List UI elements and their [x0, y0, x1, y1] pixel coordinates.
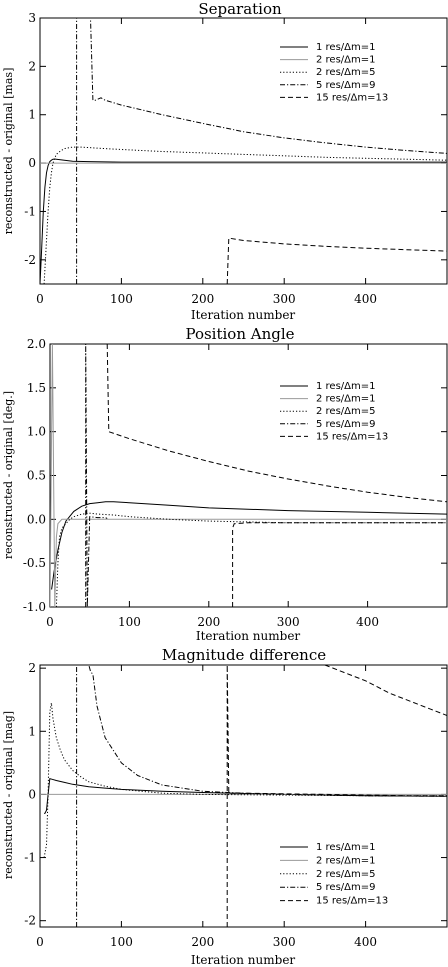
y-tick-label: 2	[28, 59, 36, 73]
x-tick-label: 200	[191, 935, 214, 949]
x-tick-label: 400	[354, 292, 377, 306]
legend-label: 15 res/Δm=13	[316, 896, 388, 907]
x-tick-label: 200	[197, 615, 220, 629]
plot-frame	[39, 17, 448, 285]
y-tick-label: 3	[28, 11, 36, 25]
y-tick-label: 2.0	[27, 337, 46, 351]
plot-frame	[49, 343, 448, 608]
x-tick-label: 100	[110, 935, 133, 949]
y-tick-label: 0	[28, 156, 36, 170]
y-tick-label: -0.5	[23, 556, 46, 570]
series-line	[226, 665, 447, 927]
y-tick-label: 1.0	[27, 425, 46, 439]
x-tick-label: 300	[277, 615, 300, 629]
legend-label: 1 res/Δm=1	[316, 42, 376, 53]
y-tick-label: 2	[28, 661, 36, 675]
x-tick-label: 0	[36, 935, 44, 949]
panel-magnitude-difference: Magnitude difference reconstructed - ori…	[2, 646, 448, 967]
series-line	[232, 522, 447, 607]
series-line	[43, 702, 447, 858]
y-tick-label: 1	[28, 108, 36, 122]
x-axis-label: Iteration number	[191, 308, 296, 322]
panel-position-angle: Position Angle reconstructed - original …	[2, 325, 448, 643]
series-line	[44, 777, 447, 814]
x-tick-label: 300	[273, 292, 296, 306]
legend-label: 15 res/Δm=13	[316, 431, 388, 442]
series-line	[43, 146, 447, 284]
panel-separation: Separation reconstructed - original [mas…	[2, 0, 448, 322]
y-tick-label: 0	[28, 787, 36, 801]
legend-label: 2 res/Δm=1	[316, 394, 376, 405]
series-line	[76, 18, 447, 284]
x-tick-label: 300	[273, 935, 296, 949]
legend-label: 2 res/Δm=5	[316, 67, 376, 78]
y-tick-label: -2	[24, 253, 36, 267]
x-tick-label: 200	[191, 292, 214, 306]
y-axis-label: reconstructed - original [mas]	[2, 68, 15, 235]
series-line	[76, 665, 447, 927]
series-line	[55, 512, 447, 607]
y-tick-label: 1.5	[27, 381, 46, 395]
x-axis-label: Iteration number	[196, 629, 301, 643]
legend-label: 2 res/Δm=1	[316, 855, 376, 866]
series-line	[106, 344, 447, 503]
series-line	[50, 344, 447, 607]
legend-label: 5 res/Δm=9	[316, 419, 376, 430]
y-tick-label: -1	[24, 851, 36, 865]
series-line	[85, 344, 108, 607]
y-tick-label: 0.5	[27, 469, 46, 483]
legend-label: 2 res/Δm=1	[316, 55, 376, 66]
y-tick-label: 1	[28, 724, 36, 738]
x-axis-label: Iteration number	[191, 953, 296, 967]
legend-label: 2 res/Δm=5	[316, 406, 376, 417]
x-tick-label: 400	[356, 615, 379, 629]
x-tick-label: 100	[118, 615, 141, 629]
y-tick-label: -1	[24, 204, 36, 218]
y-axis-label: reconstructed - original [deg.]	[2, 391, 15, 559]
series-line	[324, 665, 447, 716]
y-axis-label: reconstructed - original [mag]	[2, 711, 15, 879]
chart-title: Magnitude difference	[162, 646, 326, 664]
y-tick-label: 0.0	[27, 512, 46, 526]
chart-title: Position Angle	[185, 325, 294, 343]
x-tick-label: 0	[46, 615, 54, 629]
x-tick-label: 0	[36, 292, 44, 306]
series-line	[51, 501, 447, 590]
chart-title: Separation	[198, 0, 282, 18]
legend-label: 1 res/Δm=1	[316, 842, 376, 853]
legend-label: 15 res/Δm=13	[316, 92, 388, 103]
legend-label: 2 res/Δm=5	[316, 869, 376, 880]
y-tick-label: -1.0	[23, 600, 46, 614]
x-tick-label: 100	[110, 292, 133, 306]
legend-label: 5 res/Δm=9	[316, 882, 376, 893]
series-line	[226, 237, 447, 284]
series-line	[40, 158, 447, 284]
x-tick-label: 400	[354, 935, 377, 949]
legend-label: 5 res/Δm=9	[316, 80, 376, 91]
legend-label: 1 res/Δm=1	[316, 381, 376, 392]
y-tick-label: -2	[24, 914, 36, 928]
